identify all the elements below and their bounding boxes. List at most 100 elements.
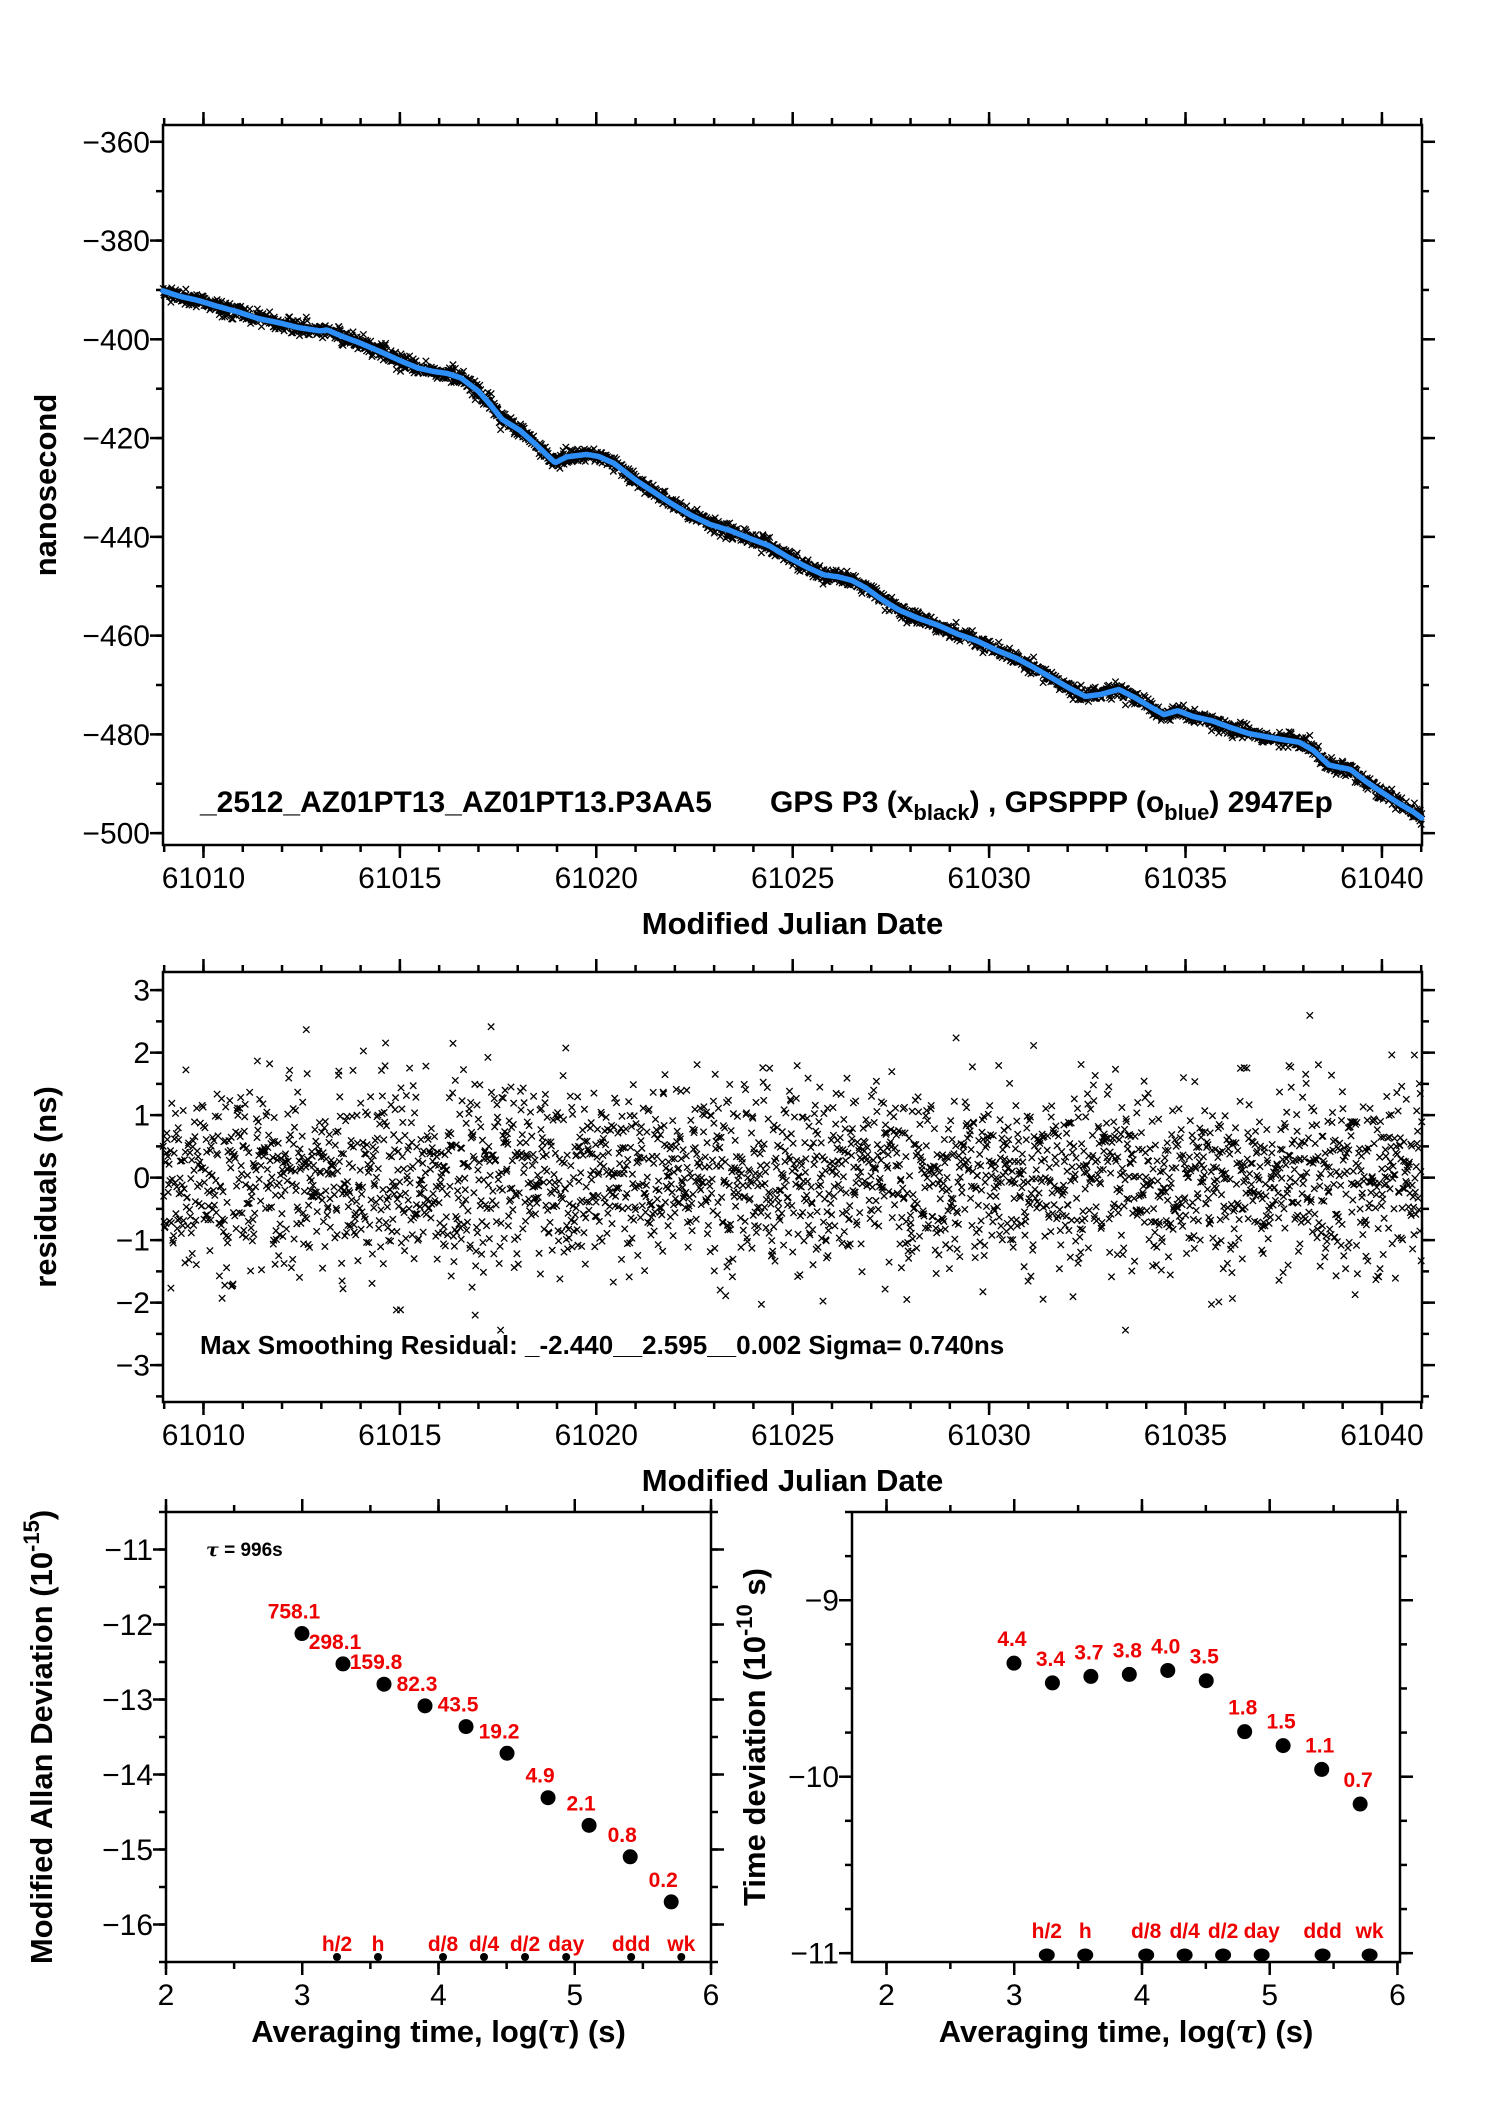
mdev-axes-tick-labels: 2 3 4 5 6 −16 −15 −14 −13 −12 −11 — [102, 1534, 719, 2012]
tau-mark-dot — [1253, 1948, 1270, 1962]
tau-mark-label: h/2 — [1032, 1920, 1062, 1943]
x-tick-label: 6 — [703, 1979, 720, 2012]
residuals-x-axis-title: Modified Julian Date — [641, 1463, 944, 1498]
x-tick-label: 3 — [294, 1979, 311, 2012]
legend-series-label: GPS P3 (xblack) , GPSPPP (oblue) 2947Ep — [770, 786, 1333, 825]
series-residuals — [159, 1011, 1426, 1334]
tau-mark-label: ddd — [1303, 1920, 1341, 1943]
tau-mark-dot — [480, 1953, 489, 1961]
tdev-value-label: 4.0 — [1151, 1635, 1180, 1658]
mdev-value-label: 43.5 — [438, 1694, 479, 1717]
y-tick-label: −15 — [102, 1834, 153, 1867]
y-tick-label: −500 — [82, 818, 150, 851]
x-tick-label: 61030 — [947, 1419, 1030, 1452]
mdev-value-label: 82.3 — [397, 1673, 438, 1696]
tau-mark-dot — [1077, 1948, 1094, 1962]
phase-y-axis-title: nanosecond — [28, 393, 63, 577]
y-tick-label: −16 — [102, 1909, 153, 1942]
panel-residuals: 61010 61015 61020 61025 61030 61035 61040 −3 −2 −… — [116, 959, 1435, 1452]
tdev-point — [1006, 1655, 1022, 1671]
tau-mark-dot — [374, 1953, 383, 1961]
mdev-axes: 2 3 4 5 6 −16 −15 −14 −13 −12 −11 — [102, 1499, 724, 2012]
gps-p3-x-markers — [159, 284, 1426, 828]
y-tick-label: −9 — [805, 1585, 839, 1618]
tau-mark-label: wk — [1355, 1920, 1384, 1943]
x-tick-label: 6 — [1389, 1979, 1406, 2012]
tdev-tau-marks: h/2 h d/8 d/4 d/2 day ddd wk — [1032, 1920, 1384, 1962]
tau-mark-label: d/2 — [1208, 1920, 1238, 1943]
tau-mark-dot — [1361, 1948, 1378, 1962]
y-tick-label: −11 — [104, 1534, 153, 1567]
tau-mark-label: wk — [666, 1933, 695, 1956]
tdev-point — [1198, 1673, 1214, 1689]
tdev-value-label: 1.8 — [1228, 1697, 1258, 1720]
tau-mark-label: h/2 — [322, 1933, 352, 1956]
y-tick-label: −360 — [82, 126, 150, 159]
tau-mark-dot — [438, 1953, 447, 1961]
phase-axes-ticks — [150, 112, 1435, 858]
y-tick-label: −12 — [102, 1609, 153, 1642]
x-tick-label: 61010 — [162, 862, 245, 895]
phase-axes: 61010 61015 61020 61025 61030 61035 61040 −500 −… — [82, 112, 1435, 895]
tdev-point — [1160, 1662, 1176, 1678]
mdev-tau-annotation: τ = 996s — [206, 1539, 283, 1561]
tau-mark-dot — [332, 1953, 341, 1961]
mdev-value-label: 2.1 — [566, 1792, 596, 1815]
x-tick-label: 61020 — [555, 862, 638, 895]
y-tick-label: 1 — [133, 1100, 150, 1133]
x-tick-label: 61015 — [358, 1419, 441, 1452]
panel-tdev: 2 3 4 5 6 −11 −10 −9 4.4 3.4 3.7 3.8 4.0 3.5 1.8 1.5 1.1… — [732, 1499, 1413, 2050]
tdev-point — [1121, 1666, 1137, 1682]
series-gpsppp — [160, 288, 1425, 821]
tau-mark-dot — [1176, 1948, 1193, 1962]
x-tick-label: 4 — [1134, 1979, 1151, 2012]
tdev-value-label: 3.8 — [1113, 1639, 1143, 1662]
tau-mark-dot — [521, 1953, 530, 1961]
y-tick-label: −13 — [102, 1684, 153, 1717]
tau-mark-dot — [1215, 1948, 1232, 1962]
tau-mark-dot — [627, 1953, 636, 1961]
tau-mark-label: day — [1244, 1920, 1281, 1943]
tdev-point — [1044, 1675, 1060, 1691]
x-tick-label: 61025 — [751, 1419, 834, 1452]
tau-mark-label: d/2 — [510, 1933, 540, 1956]
tdev-x-axis-title: Averaging time, log(τ) (s) — [939, 2014, 1314, 2050]
y-tick-label: 2 — [133, 1037, 150, 1070]
tau-mark-dot — [677, 1953, 686, 1961]
tau-mark-label: d/4 — [1169, 1920, 1200, 1943]
tdev-point — [1083, 1668, 1099, 1684]
y-tick-label: −380 — [82, 225, 150, 258]
tdev-point — [1237, 1724, 1253, 1740]
residual-x-markers — [159, 1011, 1426, 1334]
mdev-value-label: 19.2 — [479, 1720, 520, 1743]
mdev-point — [458, 1719, 474, 1735]
mdev-y-axis-title: Modified Allan Deviation (10-15) — [19, 1510, 59, 1964]
residuals-axes-tick-labels: 61010 61015 61020 61025 61030 61035 61040 −3 −2 −… — [116, 975, 1424, 1452]
tau-mark-label: h — [1079, 1920, 1092, 1943]
mdev-point — [663, 1894, 679, 1910]
mdev-points — [294, 1626, 679, 1910]
x-tick-label: 61040 — [1340, 1419, 1423, 1452]
mdev-x-axis-title: Averaging time, log(τ) (s) — [251, 2014, 626, 2050]
mdev-point — [499, 1745, 515, 1761]
tdev-value-label: 3.7 — [1074, 1641, 1103, 1664]
mdev-point — [417, 1698, 433, 1714]
residuals-y-axis-title: residuals (ns) — [28, 1086, 63, 1288]
tdev-axes-frame — [850, 1510, 1402, 1964]
tdev-value-label: 4.4 — [997, 1628, 1027, 1651]
x-tick-label: 61035 — [1144, 862, 1227, 895]
mdev-point — [622, 1849, 638, 1865]
tau-mark-label: h — [372, 1933, 385, 1956]
mdev-axis-titles: Averaging time, log(τ) (s) Modified Allan… — [19, 1510, 626, 2050]
tdev-value-label: 1.5 — [1267, 1711, 1297, 1734]
mdev-point — [581, 1817, 597, 1833]
x-tick-label: 4 — [430, 1979, 447, 2012]
y-tick-label: 0 — [133, 1162, 150, 1195]
y-tick-label: −400 — [82, 324, 150, 357]
mdev-axes-frame — [164, 1510, 713, 1964]
mdev-point — [294, 1626, 310, 1642]
y-tick-label: −440 — [82, 521, 150, 554]
tdev-point — [1275, 1738, 1291, 1754]
